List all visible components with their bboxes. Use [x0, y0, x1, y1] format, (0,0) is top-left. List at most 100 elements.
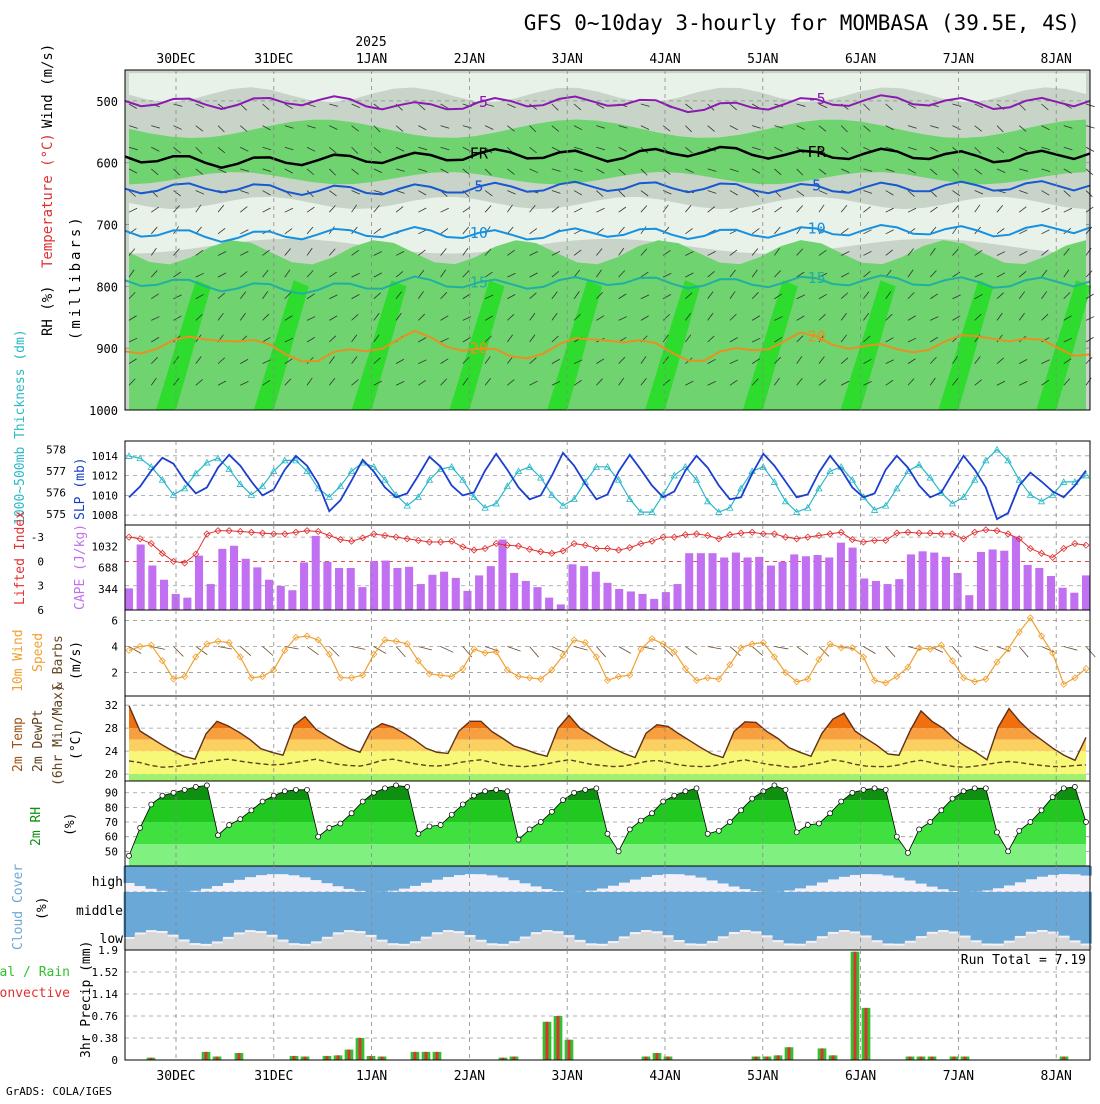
lifted-index-point	[1026, 544, 1034, 553]
lifted-index-point	[192, 550, 200, 558]
cloud-high-block	[145, 866, 157, 889]
upper-wind-barb	[929, 206, 938, 213]
cloud-high-block	[1003, 866, 1015, 886]
upper-wind-barb	[1063, 269, 1070, 278]
lifted-index-point	[1037, 549, 1046, 557]
cloud-high-block	[673, 866, 685, 875]
cloud-low-gap	[706, 942, 718, 950]
upper-wind-barb	[796, 315, 805, 321]
temp-fill-band	[129, 751, 1086, 775]
rh2m-point	[582, 786, 589, 793]
cape-bar	[801, 556, 810, 610]
precip-frame	[124, 949, 1091, 1061]
upper-wind-barb	[996, 205, 1004, 213]
cloud-low-block	[717, 920, 729, 937]
cape-bar	[953, 572, 962, 610]
upper-wind-barb	[863, 206, 871, 213]
upper-wind-barb	[1041, 168, 1051, 173]
thickness-point	[325, 493, 333, 500]
cloud-low-gap	[871, 942, 883, 950]
cape-tick-label: 1032	[92, 540, 119, 553]
upper-wind-barb	[284, 315, 293, 321]
lifted-index-point	[704, 531, 712, 540]
cloud-high-block	[409, 866, 421, 886]
upper-wind-barb	[529, 146, 537, 154]
upper-wind-barb	[195, 190, 205, 195]
wind10-speed-point	[570, 636, 578, 644]
cloud-high-block	[948, 866, 960, 892]
wind10-speed-point	[147, 641, 155, 649]
li-tick-label: -3	[31, 531, 44, 544]
upper-wind-barb	[329, 335, 337, 343]
thickness-point	[948, 499, 957, 507]
rh2m-point	[326, 825, 333, 831]
lifted-index-point	[481, 544, 489, 553]
rh2m-point	[893, 833, 900, 840]
rh2m-point	[448, 811, 455, 818]
upper-wind-barb	[507, 294, 516, 300]
cloud-low-gap	[1036, 932, 1048, 950]
cloud-middle-block	[277, 892, 289, 920]
cloud-middle-block	[706, 892, 718, 920]
cloud-low-gap	[1058, 937, 1070, 950]
cloud-low-block	[475, 920, 487, 940]
rh2m-fill-band	[129, 844, 1086, 866]
upper-wind-barb	[685, 204, 692, 213]
upper-wind-barb	[329, 103, 339, 107]
upper-wind-barb	[640, 294, 650, 300]
cape-bar	[451, 577, 460, 610]
cape-bar	[265, 579, 274, 610]
cape-label: CAPE (J/kg)	[73, 524, 88, 610]
upper-wind-barb	[863, 125, 871, 132]
day-label-top: 31DEC	[254, 52, 293, 67]
lifted-index-point	[414, 536, 422, 544]
cloud-middle-block	[244, 892, 256, 920]
cloud-middle-block	[981, 892, 993, 920]
upper-wind-barb	[262, 313, 270, 321]
upper-wind-barb	[150, 270, 158, 278]
wind10-labels: 10m Wind Speed & Barbs (m/s)	[11, 629, 84, 692]
wind10-speed-point	[893, 672, 901, 681]
cloud-low-block	[343, 920, 355, 931]
thickness-point	[459, 475, 467, 483]
rh2m-point	[727, 819, 733, 825]
upper-wind-barb	[529, 357, 537, 364]
cloud-high-block	[783, 866, 795, 891]
cape-bar	[720, 557, 729, 610]
wind10-speed-point	[1049, 649, 1057, 657]
lifted-index-point	[626, 544, 634, 552]
wind10-speed-point	[158, 657, 166, 665]
cape-bar	[848, 547, 857, 610]
thickness-point	[726, 503, 734, 511]
cloud-middle-block	[266, 892, 278, 920]
cape-bar	[626, 591, 635, 610]
rh2m-point	[860, 786, 867, 793]
slp-thickness-labels: 1000~500mb Thickness (dm) SLP (mb)	[13, 329, 88, 525]
rh2m-point	[1083, 819, 1089, 825]
cloud-low-block	[783, 920, 795, 944]
cape-bar	[1070, 592, 1079, 610]
cloud-high-block	[684, 866, 696, 876]
upper-wind-barb	[662, 294, 672, 300]
lifted-index-point	[615, 546, 623, 554]
cloud-low-gap	[464, 936, 476, 950]
rh2m-point	[348, 810, 355, 817]
cloud-low-gap	[585, 945, 597, 950]
upper-wind-barb	[952, 248, 959, 256]
rh2m-point	[782, 786, 789, 793]
upper-wind-barb	[818, 125, 827, 132]
wind10-barb	[574, 646, 588, 651]
upper-wind-barb	[640, 248, 648, 256]
cloud-middle-block	[662, 892, 674, 920]
upper-wind-barb	[306, 146, 316, 152]
temperature-contour	[124, 274, 1091, 295]
day-label-top: 5JAN	[747, 52, 778, 67]
lifted-index-point	[715, 535, 723, 543]
upper-wind-barb	[150, 377, 157, 386]
rh2m-point	[749, 795, 756, 802]
upper-wind-barb	[1041, 249, 1049, 256]
upper-wind-barb	[907, 248, 914, 256]
cloud-low-gap	[541, 932, 553, 950]
upper-wind-barb	[128, 358, 137, 364]
lifted-index-point	[1071, 540, 1079, 548]
